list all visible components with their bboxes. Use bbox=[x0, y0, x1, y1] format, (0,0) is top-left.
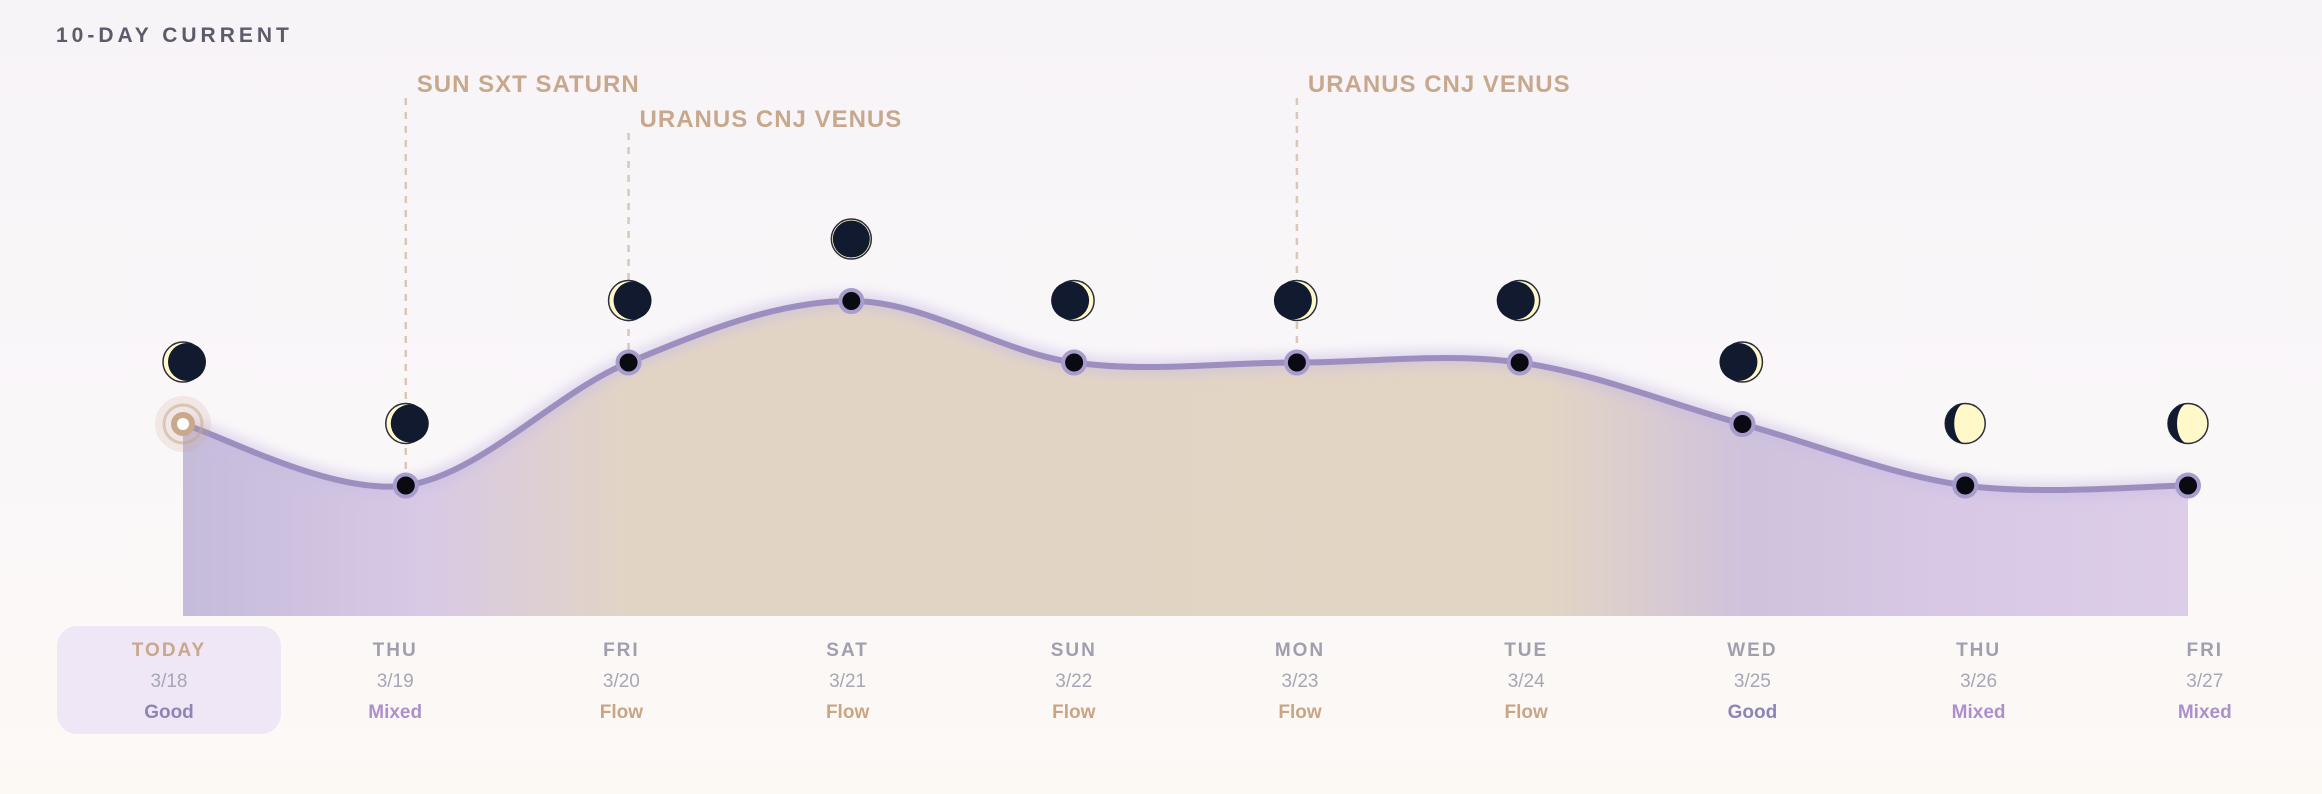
day-quality: Mixed bbox=[2177, 702, 2232, 723]
moon-icon bbox=[607, 279, 652, 322]
moon-icon bbox=[1051, 279, 1095, 322]
day-name: THU bbox=[1956, 640, 2002, 661]
day-column: THU 3/26 Mixed bbox=[1867, 626, 2091, 734]
data-point bbox=[1283, 349, 1310, 376]
day-column: SAT 3/21 Flow bbox=[736, 626, 960, 734]
day-column: MON 3/23 Flow bbox=[1188, 626, 1412, 734]
data-point bbox=[1061, 349, 1088, 376]
moon-icon bbox=[1944, 402, 1986, 445]
annotation: SUN SXT SATURN bbox=[404, 71, 640, 515]
day-column: FRI 3/20 Flow bbox=[509, 626, 733, 734]
day-quality: Flow bbox=[1504, 702, 1548, 723]
day-date: 3/18 bbox=[150, 671, 188, 692]
day-quality: Flow bbox=[1052, 702, 1096, 723]
chart-title: 10-DAY CURRENT bbox=[56, 24, 293, 47]
data-point bbox=[392, 472, 419, 499]
day-today: TODAY 3/18 Good bbox=[57, 626, 281, 734]
day-quality: Flow bbox=[825, 702, 870, 723]
moon-icon bbox=[1496, 279, 1541, 322]
day-name: FRI bbox=[603, 640, 640, 661]
data-point bbox=[1952, 472, 1979, 499]
day-quality: Good bbox=[144, 702, 194, 723]
moon-icon bbox=[830, 218, 873, 260]
day-quality: Flow bbox=[1278, 702, 1322, 723]
day-name: THU bbox=[372, 640, 418, 661]
day-column: TUE 3/24 Flow bbox=[1414, 626, 1638, 734]
day-name: SAT bbox=[826, 640, 869, 661]
points-layer bbox=[155, 288, 2201, 499]
annotation-label: SUN SXT SATURN bbox=[417, 71, 640, 98]
day-date: 3/22 bbox=[1055, 671, 1093, 692]
data-point bbox=[1729, 411, 1756, 437]
day-date: 3/25 bbox=[1733, 671, 1771, 692]
data-point bbox=[615, 349, 642, 376]
moons-layer bbox=[162, 218, 2209, 445]
moon-icon bbox=[385, 402, 429, 445]
day-column: WED 3/25 Good bbox=[1640, 626, 1864, 734]
day-date: 3/21 bbox=[829, 671, 867, 692]
day-date: 3/23 bbox=[1281, 671, 1319, 692]
annotation-label: URANUS CNJ VENUS bbox=[1308, 71, 1571, 98]
day-date: 3/24 bbox=[1507, 671, 1545, 692]
day-quality: Flow bbox=[599, 702, 644, 723]
data-point bbox=[838, 288, 865, 314]
day-name: TUE bbox=[1504, 640, 1549, 661]
day-column: FRI 3/27 Mixed bbox=[2093, 626, 2317, 734]
area-fill bbox=[183, 301, 2188, 616]
day-strip: TODAY 3/18 Good THU 3/19 Mixed FRI 3/20 Flow SAT 3… bbox=[0, 626, 2322, 736]
series-line bbox=[180, 297, 2191, 494]
annotation: URANUS CNJ VENUS bbox=[1295, 71, 1571, 515]
day-name: SUN bbox=[1050, 640, 1097, 661]
day-quality: Mixed bbox=[368, 702, 423, 723]
moon-icon bbox=[1719, 341, 1764, 383]
day-name: FRI bbox=[2186, 640, 2224, 661]
day-name: MON bbox=[1274, 640, 1326, 661]
day-column: THU 3/19 Mixed bbox=[283, 626, 507, 734]
day-date: 3/19 bbox=[376, 671, 414, 692]
day-quality: Good bbox=[1727, 702, 1778, 723]
data-point bbox=[1506, 349, 1533, 376]
day-name: WED bbox=[1727, 640, 1778, 661]
data-point bbox=[2175, 472, 2201, 499]
day-date: 3/20 bbox=[602, 671, 640, 692]
day-date: 3/26 bbox=[1960, 671, 1998, 692]
annotation: URANUS CNJ VENUS bbox=[627, 106, 903, 515]
day-date: 3/27 bbox=[2186, 671, 2224, 692]
today-point bbox=[155, 396, 211, 452]
moon-icon bbox=[2167, 402, 2209, 445]
day-column: SUN 3/22 Flow bbox=[962, 626, 1186, 734]
day-quality: Mixed bbox=[1951, 702, 2006, 723]
annotation-label: URANUS CNJ VENUS bbox=[640, 106, 903, 133]
moon-icon bbox=[162, 341, 206, 383]
day-name: TODAY bbox=[131, 640, 207, 661]
moon-icon bbox=[1273, 279, 1318, 322]
